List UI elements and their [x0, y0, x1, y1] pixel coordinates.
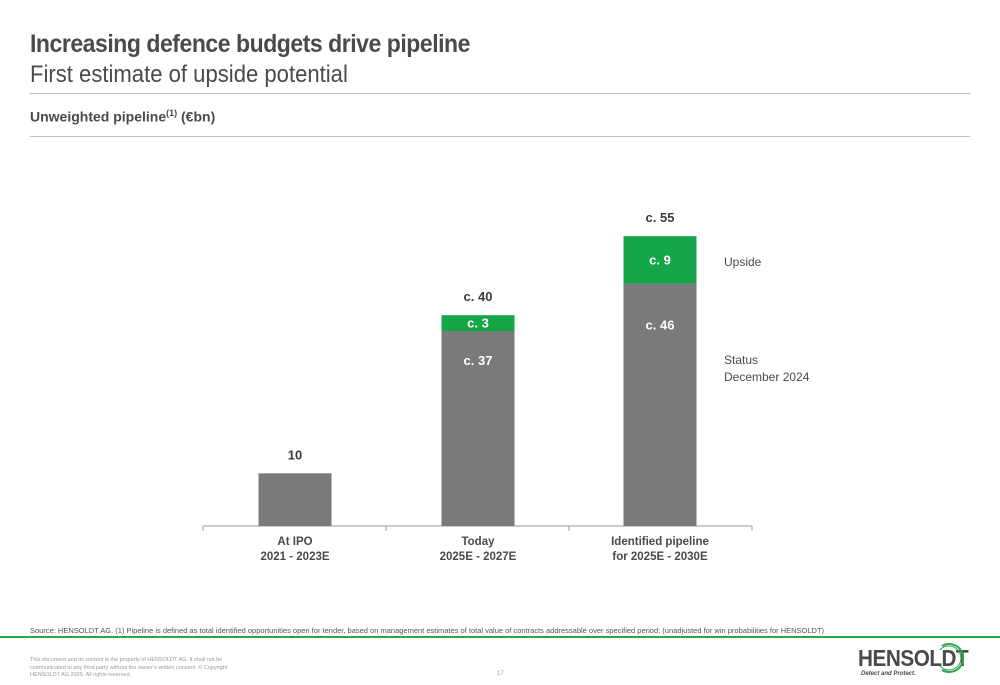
category-label-1-1: 2025E - 2027E: [440, 551, 517, 563]
section-unit: (€bn): [177, 108, 216, 125]
category-label-2-0: Identified pipeline: [611, 536, 709, 548]
legal-notice: This document and its content is the pro…: [30, 657, 228, 678]
page-subtitle: First estimate of upside potential: [30, 61, 348, 88]
bar-total-label-1: c. 40: [464, 289, 493, 304]
category-label-1-0: Today: [461, 536, 495, 548]
bar-upside-label-2: c. 9: [649, 252, 671, 267]
bar-total-label-2: c. 55: [646, 210, 675, 225]
source-footnote: Source: HENSOLDT AG. (1) Pipeline is def…: [30, 626, 825, 635]
pipeline-bar-chart: 10 At IPO 2021 - 2023E c. 3 c. 37 c. 40 Today 2…: [202, 210, 810, 563]
bar-status-1: [441, 331, 515, 526]
category-label-2-1: for 2025E - 2030E: [612, 551, 708, 563]
legend-upside: Upside: [724, 255, 762, 269]
header-divider: [30, 93, 970, 94]
footer-divider: [0, 636, 1000, 638]
legend-status-date: December 2024: [724, 370, 810, 384]
logo-ring-icon: [939, 643, 965, 673]
bar-upside-1: [441, 315, 515, 332]
category-label-0-0: At IPO: [277, 536, 312, 548]
bar-upside-label-1: c. 3: [467, 316, 489, 331]
bar-upside-2: [623, 236, 697, 284]
bar-status-0: [258, 473, 332, 526]
logo-wordmark: HENSOLDT: [858, 645, 969, 671]
page-title: Increasing defence budgets drive pipelin…: [30, 30, 470, 58]
section-label-text: Unweighted pipeline: [30, 108, 167, 125]
category-label-0-1: 2021 - 2023E: [260, 551, 329, 563]
logo-tagline: Detect and Protect.: [861, 671, 916, 677]
legend-status: Status: [724, 353, 758, 367]
section-footnote-ref: (1): [166, 108, 178, 118]
bar-status-label-1: c. 37: [464, 353, 493, 368]
section-divider: [30, 136, 970, 137]
bar-status-label-2: c. 46: [646, 318, 675, 333]
bar-status-2: [623, 283, 697, 526]
bar-total-label-0: 10: [288, 447, 302, 462]
hensoldt-logo: HENSOLDT Detect and Protect.: [858, 643, 973, 682]
chart-section-label: Unweighted pipeline(1) (€bn): [30, 108, 215, 125]
page-number: 17: [497, 671, 504, 677]
